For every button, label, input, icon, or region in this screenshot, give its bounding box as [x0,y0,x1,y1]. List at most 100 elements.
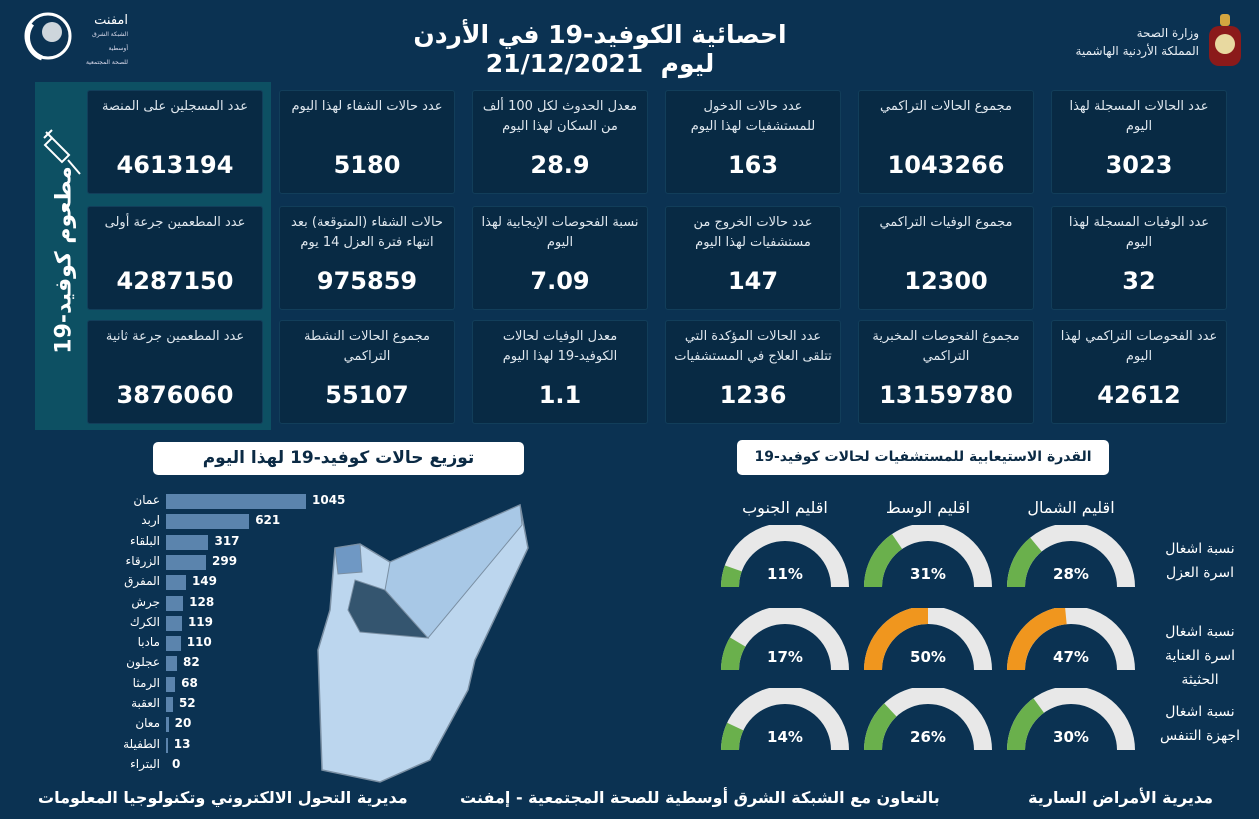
stat-label: حالات الشفاء (المتوقعة) بعد انتهاء فترة … [291,215,443,250]
syringe-icon [42,128,82,180]
bar-label: معان [135,716,160,731]
row-label: نسبة اشغال اسرة العناية الحثيثة [1165,624,1235,688]
stat-value: 1236 [719,381,787,409]
bar-value: 299 [212,553,238,568]
gauge [864,688,992,751]
partner-name: امفنت الشبكة الشرق أوسطية للصحة المجتمعية [85,13,128,67]
gauge [721,525,849,588]
stat-value: 147 [727,267,779,295]
gauge-fill [864,703,897,751]
stat-value: 1.1 [538,381,582,409]
bar-value: 1045 [312,493,346,507]
stat-label: معدل الوفيات لحالات الكوفيد-19 لهذا اليو… [502,329,618,364]
gauge [864,608,992,671]
bar-label: جرش [131,594,160,609]
region-label: اقليم الوسط [885,498,971,517]
vaccine-label: عدد المطعمين جرعة أولى [104,215,246,230]
stat-value: 5180 [333,151,401,179]
stat-label: عدد الوفيات المسجلة لهذا اليوم [1068,215,1210,250]
gauge-fill [864,534,903,588]
row-label: نسبة اشغال اجهزة التنفس [1159,704,1241,744]
gauge [1007,608,1135,671]
stat-label: مجموع الحالات النشطة التراكمي [304,329,430,364]
bar-label: البلقاء [130,533,160,548]
footer-center: بالتعاون مع الشبكة الشرق أوسطية للصحة ال… [460,788,940,807]
stat-value: 28.9 [530,151,590,179]
distribution-title: توزيع حالات كوفيد-19 لهذا اليوم [153,442,524,475]
gauge-value: 14% [767,728,803,746]
bar-value: 52 [178,696,196,710]
bar [166,697,173,712]
stat-value: 55107 [325,381,409,409]
page-title: احصائية الكوفيد-19 في الأردن ليوم 21/12/… [413,20,787,78]
stat-card: حالات الشفاء (المتوقعة) بعد انتهاء فترة … [279,206,455,310]
stat-card: مجموع الحالات النشطة التراكمي 55107 [279,320,455,424]
vaccine-value: 4613194 [116,151,234,179]
stat-card: عدد الفحوصات التراكمي لهذا اليوم 42612 [1051,320,1227,424]
bar [166,717,169,733]
gauge [1007,688,1135,751]
gauge-value: 30% [1053,728,1089,746]
jordan-map [317,503,529,783]
stat-card: عدد حالات الخروج من مستشفيات لهذا اليوم 1… [665,206,841,310]
stat-value: 12300 [904,267,988,295]
stat-value: 32 [1122,267,1156,295]
stat-label: مجموع الفحوصات المخبرية التراكمي [872,329,1020,364]
bar [166,595,184,611]
gauge [721,608,849,671]
stat-card: عدد الحالات المؤكدة التي تتلقى العلاج في… [665,320,841,424]
footer-right: مديرية الأمراض السارية [1028,788,1213,807]
bar-value: 149 [191,574,218,589]
bar-label: عمان [133,493,160,507]
bar [166,656,177,672]
stat-label: مجموع الحالات التراكمي [879,99,1012,114]
stat-label: نسبة الفحوصات الإيجابية لهذا اليوم [481,215,639,250]
gauge-value: 28% [1053,565,1089,583]
stat-label: عدد الفحوصات التراكمي لهذا اليوم [1060,329,1218,364]
stat-label: عدد الحالات المسجلة لهذا اليوم [1069,99,1209,134]
bar-label: الطفيلة [123,736,160,751]
stat-label: عدد حالات الخروج من مستشفيات لهذا اليوم [693,215,813,250]
capacity-title: القدرة الاستيعابية للمستشفيات لحالات كوف… [737,440,1109,475]
bar [166,676,176,692]
stat-value: 7.09 [530,267,590,295]
gauge-value: 50% [910,648,946,666]
stat-value: 163 [727,151,779,179]
stat-label: عدد الحالات المؤكدة التي تتلقى العلاج في… [674,329,832,364]
stat-card: معدل الوفيات لحالات الكوفيد-19 لهذا اليو… [472,320,648,424]
gauge-fill [721,722,744,751]
gauge [1007,525,1135,588]
bar-value: 128 [189,594,215,609]
gauge-track [721,688,849,751]
bar-value: 68 [181,675,198,690]
gauge-fill [1007,698,1045,751]
bar-label: الكرك [129,614,160,629]
bar [166,575,186,591]
bar [166,615,182,631]
stat-card: مجموع الوفيات التراكمي 12300 [858,206,1034,310]
stat-value: 975859 [316,267,418,295]
stat-value: 1043266 [887,151,1005,179]
stat-card: نسبة الفحوصات الإيجابية لهذا اليوم 7.09 [472,206,648,310]
bar-label: الزرقاء [125,553,160,568]
bar [166,737,168,753]
jordan-emblem [1205,12,1245,72]
bar [166,514,250,530]
imphnet-logo [22,10,72,62]
bar [166,554,207,570]
stat-value: 42612 [1097,381,1181,409]
bar-label: مادبا [137,635,160,650]
vaccine-card: عدد المطعمين جرعة ثانية 3876060 [87,320,263,424]
bar-label: المفرق [124,574,160,589]
stat-card: مجموع الحالات التراكمي 1043266 [858,90,1034,194]
region-label: اقليم الجنوب [742,498,828,517]
footer-left: مديرية التحول الالكتروني وتكنولوجيا المع… [38,788,408,807]
gauge-fill [721,565,742,588]
stat-card: عدد حالات الدخول للمستشفيات لهذا اليوم 16… [665,90,841,194]
bar-label: البتراء [130,756,160,771]
gauge-track [721,525,849,588]
stat-value: 3023 [1105,151,1173,179]
vaccine-card: عدد المطعمين جرعة أولى 4287150 [87,206,263,310]
bar-value: 20 [174,716,192,731]
stat-card: معدل الحدوث لكل 100 ألف من السكان لهذا ا… [472,90,648,194]
